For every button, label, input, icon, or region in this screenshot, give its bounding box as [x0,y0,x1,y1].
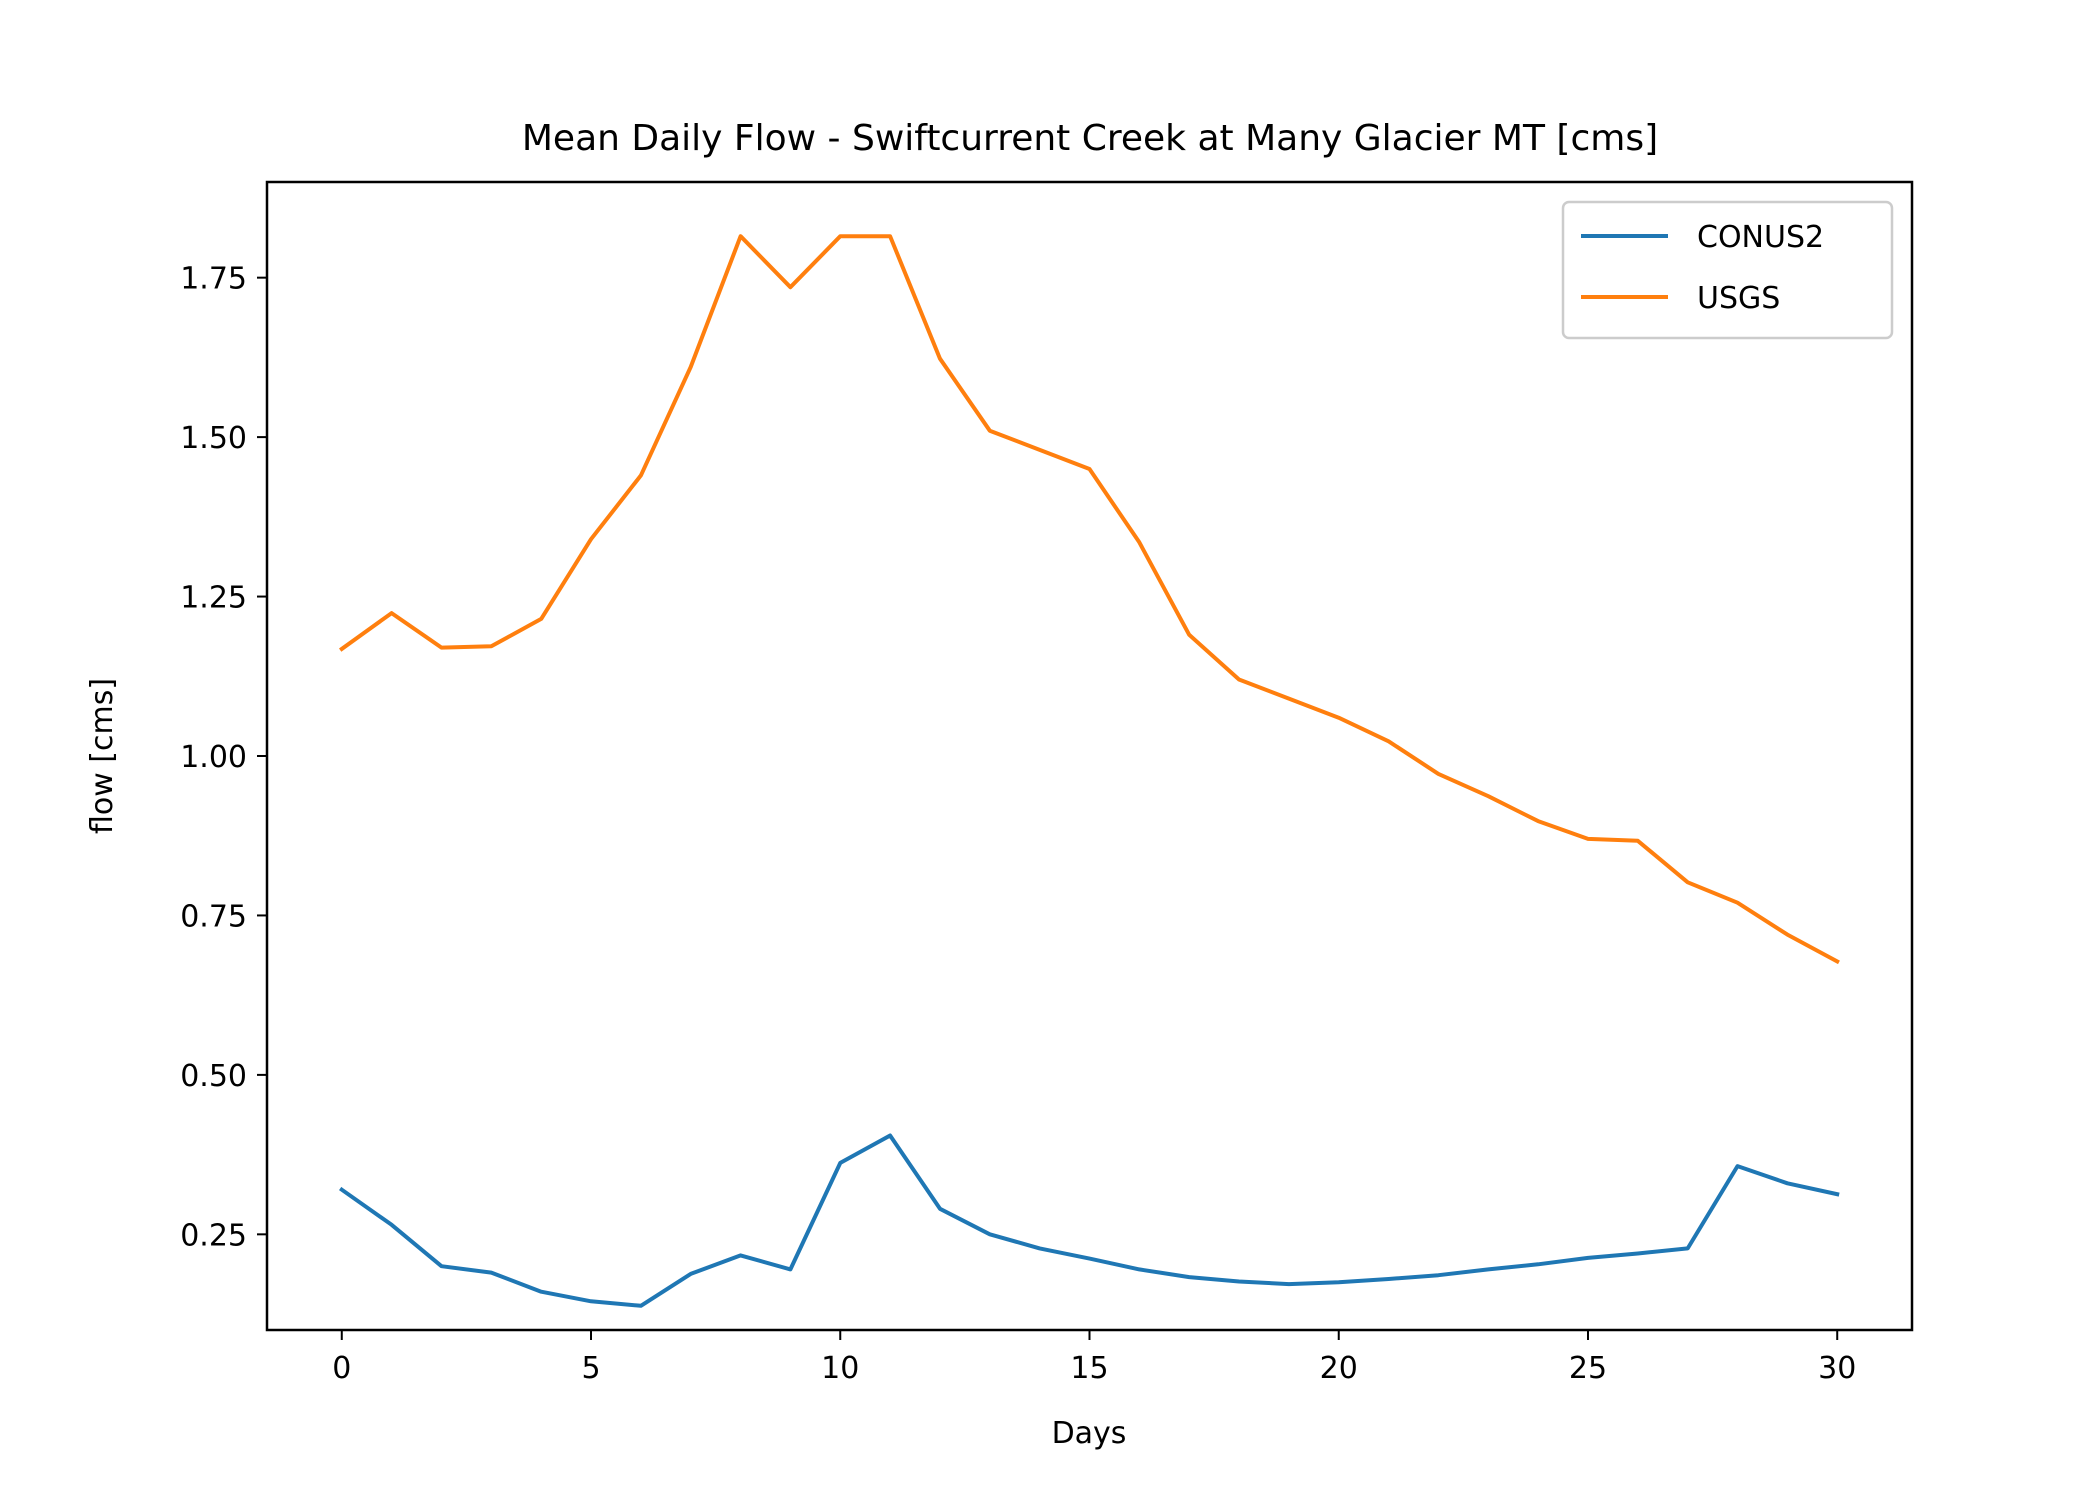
y-tick-label: 1.50 [180,421,247,456]
y-tick-label: 1.75 [180,262,247,297]
series-line-conus2 [339,1133,1840,1308]
x-tick-label: 15 [1070,1351,1108,1386]
x-tick-label: 30 [1818,1351,1856,1386]
legend-label-usgs: USGS [1697,281,1780,316]
plot-series-group [339,234,1840,1308]
y-tick-label: 0.75 [180,899,247,934]
chart-title: Mean Daily Flow - Swiftcurrent Creek at … [522,118,1658,159]
series-line-usgs [339,234,1840,965]
legend: CONUS2 USGS [1561,200,1894,340]
y-axis-ticks: 0.25 0.50 0.75 1.00 1.25 1.50 1.75 [180,262,267,1253]
y-tick-label: 0.50 [180,1059,247,1094]
legend-label-conus2: CONUS2 [1697,220,1824,255]
y-tick-label: 1.25 [180,581,247,616]
x-axis-label: Days [1052,1416,1127,1451]
x-axis-ticks: 0 5 10 15 20 25 30 [332,1330,1856,1386]
y-tick-label: 1.00 [180,740,247,775]
x-tick-label: 5 [581,1351,600,1386]
x-tick-label: 20 [1320,1351,1358,1386]
x-tick-label: 0 [332,1351,351,1386]
x-tick-label: 25 [1569,1351,1607,1386]
y-axis-label: flow [cms] [85,678,120,834]
y-tick-label: 0.25 [180,1218,247,1253]
x-tick-label: 10 [821,1351,859,1386]
